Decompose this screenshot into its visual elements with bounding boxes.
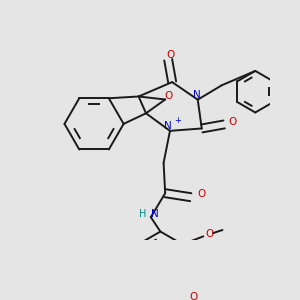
Text: O: O bbox=[167, 50, 175, 60]
Text: O: O bbox=[206, 229, 214, 239]
Text: O: O bbox=[228, 117, 236, 127]
Text: O: O bbox=[164, 91, 172, 101]
Text: N: N bbox=[164, 121, 172, 131]
Text: O: O bbox=[197, 189, 205, 199]
Text: N: N bbox=[151, 209, 159, 219]
Text: +: + bbox=[174, 116, 181, 125]
Text: N: N bbox=[193, 90, 201, 100]
Text: O: O bbox=[190, 292, 198, 300]
Text: H: H bbox=[139, 209, 146, 219]
